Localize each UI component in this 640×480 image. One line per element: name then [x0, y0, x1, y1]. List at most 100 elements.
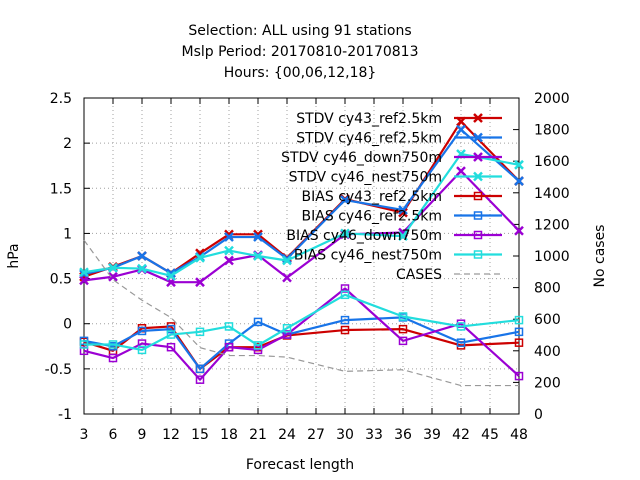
x-tick-label: 24	[278, 427, 296, 443]
title-line: Selection: ALL using 91 stations	[188, 23, 411, 39]
point-marker	[137, 251, 147, 261]
point-marker	[340, 290, 350, 300]
y-tick-label: 0	[63, 317, 72, 333]
point-marker	[224, 232, 234, 242]
title-line: Hours: {00,06,12,18}	[224, 65, 377, 81]
legend-label: STDV cy46_down750m	[281, 150, 442, 166]
legend-item: STDV cy46_nest750m	[289, 170, 502, 186]
y-tick-label: 1	[63, 226, 72, 242]
point-marker	[473, 113, 483, 123]
series-line	[83, 287, 520, 381]
legend: STDV cy43_ref2.5km STDV cy46_ref2.5km STDV…	[281, 111, 502, 283]
point-marker	[253, 341, 263, 350]
series-cases	[83, 239, 519, 387]
point-marker	[340, 228, 350, 239]
x-tick-label: 15	[191, 427, 209, 443]
point-marker	[340, 315, 350, 325]
point-marker	[514, 338, 524, 347]
legend-label: CASES	[396, 267, 442, 283]
point-marker	[166, 342, 176, 352]
chart-title: Selection: ALL using 91 stations Mslp Per…	[182, 23, 419, 81]
series-line	[83, 239, 519, 387]
point-marker	[195, 252, 205, 263]
point-marker	[398, 336, 408, 346]
point-marker	[137, 263, 147, 274]
point-marker	[398, 312, 408, 321]
point-marker	[253, 232, 263, 242]
y2-tick-label: 1000	[534, 249, 570, 265]
y-tick-label: 2.5	[50, 91, 72, 107]
x-tick-label: 3	[80, 427, 89, 443]
legend-item: STDV cy46_ref2.5km	[296, 131, 502, 147]
legend-label: BIAS cy46_ref2.5km	[302, 209, 442, 225]
legend-label: STDV cy46_ref2.5km	[296, 131, 442, 147]
series-line	[83, 170, 520, 284]
legend-item: BIAS cy43_ref2.5km	[302, 189, 502, 205]
point-marker	[108, 271, 118, 282]
y-tick-label: -1	[58, 407, 72, 423]
y2-tick-label: 1800	[534, 123, 570, 139]
point-marker	[79, 340, 89, 349]
point-marker	[108, 262, 118, 273]
point-marker	[398, 205, 408, 215]
point-marker	[473, 230, 483, 240]
y-tick-label: 1.5	[50, 181, 72, 197]
point-marker	[340, 325, 350, 335]
legend-label: STDV cy46_nest750m	[289, 170, 442, 186]
point-marker	[195, 277, 205, 288]
y-tick-label: -0.5	[45, 362, 72, 378]
point-marker	[224, 245, 234, 256]
point-marker	[166, 330, 176, 339]
legend-item: BIAS cy46_down750m	[286, 228, 502, 244]
y-tick-label: 0.5	[50, 272, 72, 288]
x-tick-label: 33	[365, 427, 383, 443]
point-marker	[456, 322, 466, 331]
point-marker	[514, 225, 524, 236]
point-marker	[456, 124, 466, 135]
legend-item: CASES	[396, 267, 502, 283]
point-marker	[398, 207, 408, 218]
y2-tick-label: 1400	[534, 186, 570, 202]
point-marker	[282, 253, 292, 264]
point-marker	[224, 255, 234, 266]
x-tick-label: 30	[336, 427, 354, 443]
legend-item: STDV cy46_down750m	[281, 150, 502, 166]
point-marker	[398, 231, 408, 242]
point-marker	[514, 159, 524, 170]
point-marker	[473, 132, 483, 143]
point-marker	[224, 322, 234, 331]
y-axis-label: hPa	[6, 243, 22, 268]
series-bias-cy46-nest750m	[79, 290, 524, 355]
point-marker	[456, 166, 466, 177]
y2-tick-label: 1200	[534, 217, 570, 233]
point-marker	[514, 371, 524, 381]
legend-item: STDV cy43_ref2.5km	[296, 111, 502, 127]
series-line	[83, 325, 520, 370]
legend-label: BIAS cy46_nest750m	[294, 248, 442, 264]
x-tick-label: 27	[307, 427, 325, 443]
point-marker	[253, 251, 263, 261]
y2-axis-label: No cases	[592, 225, 608, 288]
series-line	[84, 293, 520, 351]
point-marker	[473, 171, 483, 182]
x-tick-label: 18	[220, 427, 238, 443]
x-tick-label: 39	[423, 427, 441, 443]
point-marker	[137, 345, 147, 355]
point-marker	[195, 327, 205, 337]
point-marker	[79, 267, 89, 278]
x-tick-label: 9	[138, 427, 147, 443]
point-marker	[282, 272, 292, 283]
x-tick-label: 36	[394, 427, 412, 443]
x-tick-label: 12	[162, 427, 180, 443]
point-marker	[137, 326, 147, 336]
y2-tick-label: 800	[534, 281, 561, 297]
point-marker	[514, 327, 524, 337]
point-marker	[514, 176, 524, 186]
point-marker	[282, 255, 292, 266]
point-marker	[108, 353, 118, 363]
x-tick-label: 45	[481, 427, 499, 443]
point-marker	[456, 338, 466, 347]
point-marker	[108, 340, 118, 349]
x-tick-label: 21	[249, 427, 267, 443]
